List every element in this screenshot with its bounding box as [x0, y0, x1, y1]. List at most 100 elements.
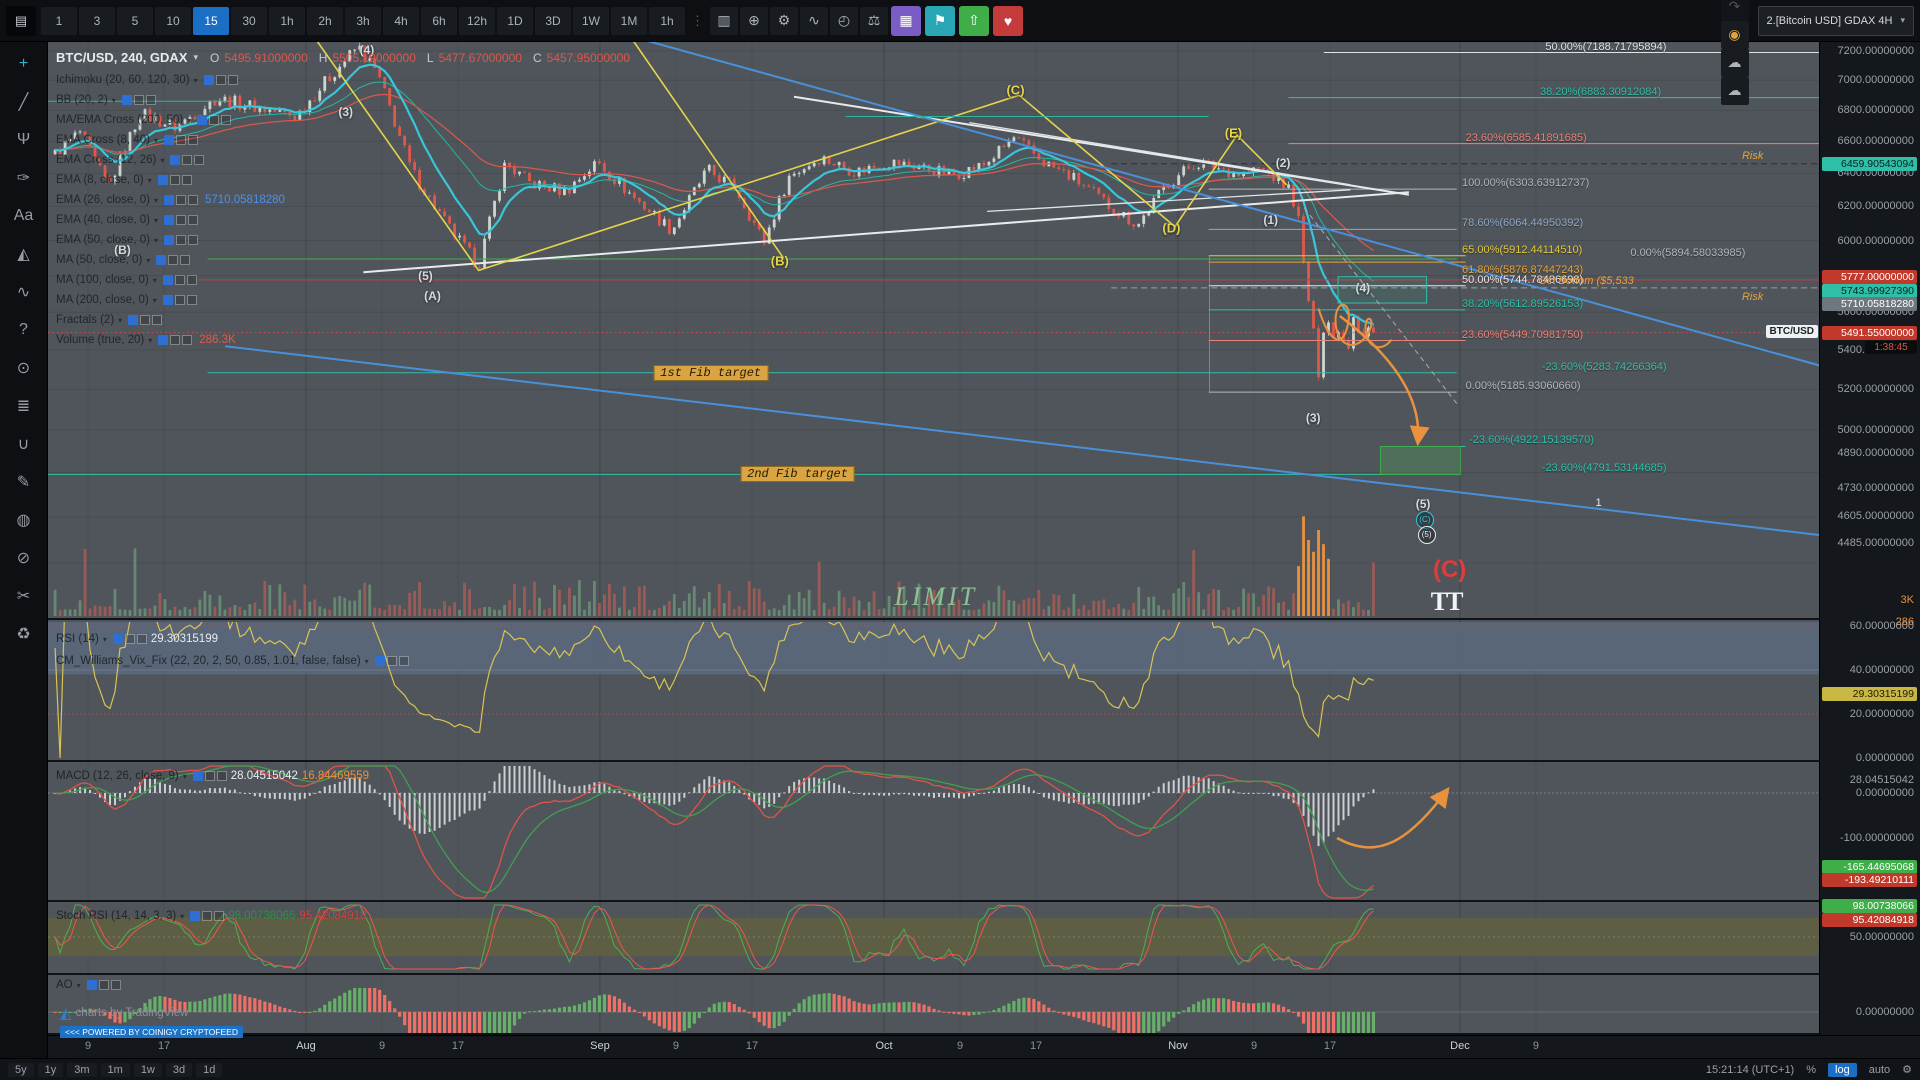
visibility-icon[interactable]: [203, 75, 214, 85]
close-icon[interactable]: [145, 95, 156, 105]
tradingview-logo-text[interactable]: charts by TradingView: [75, 1007, 189, 1019]
close-icon[interactable]: [152, 315, 163, 325]
settings-icon[interactable]: [175, 195, 186, 205]
timeframe-button-1W[interactable]: 1W: [573, 6, 609, 35]
favorite-button[interactable]: ♥: [993, 5, 1023, 36]
trash-tool[interactable]: ♻: [16, 626, 31, 643]
snapshot-camera-icon[interactable]: ◉: [1720, 20, 1749, 49]
indicator-label[interactable]: BB (20, 2): [56, 94, 108, 106]
log-scale-button[interactable]: log: [1828, 1062, 1857, 1077]
indicator-label[interactable]: EMA (8, close, 0): [56, 174, 144, 186]
visibility-icon[interactable]: [162, 275, 173, 285]
settings-icon[interactable]: [202, 911, 213, 921]
close-icon[interactable]: [186, 295, 197, 305]
close-icon[interactable]: [194, 155, 205, 165]
help-tool[interactable]: ?: [19, 321, 28, 338]
panel-indicator-label[interactable]: CM_Williams_Vix_Fix (22, 20, 2, 50, 0.85…: [56, 655, 361, 667]
settings-icon[interactable]: [170, 335, 181, 345]
chevron-down-icon[interactable]: ▾: [153, 235, 158, 245]
cloud-load-icon[interactable]: ☁: [1720, 76, 1749, 105]
indicator-label[interactable]: EMA (26, close, 0): [56, 194, 150, 206]
timeframe-button-1M[interactable]: 1M: [611, 6, 647, 35]
visibility-icon[interactable]: [190, 911, 201, 921]
visibility-icon[interactable]: [121, 95, 132, 105]
timeframe-button-1[interactable]: 1: [41, 6, 77, 35]
indicator-label[interactable]: Fractals (2): [56, 314, 115, 326]
timeframe-button-10[interactable]: 10: [155, 6, 191, 35]
price-axis[interactable]: 7200.00000000 7000.00000000 6800.00000000 6…: [1819, 42, 1920, 1035]
indicator-label[interactable]: MA (200, close, 0): [56, 294, 149, 306]
close-icon[interactable]: [221, 115, 232, 125]
visibility-icon[interactable]: [157, 175, 168, 185]
settings-icon[interactable]: [175, 135, 186, 145]
chevron-down-icon[interactable]: ▾: [102, 634, 107, 644]
close-icon[interactable]: [182, 335, 193, 345]
timeframe-button-1h[interactable]: 1h: [649, 6, 685, 35]
timeframe-button-12h[interactable]: 12h: [459, 6, 495, 35]
publish-button[interactable]: ⇧: [959, 5, 989, 36]
range-button-1y[interactable]: 1y: [37, 1062, 64, 1077]
visibility-icon[interactable]: [162, 295, 173, 305]
indicator-label[interactable]: Ichimoku (20, 60, 120, 30): [56, 74, 190, 86]
close-icon[interactable]: [180, 255, 191, 265]
elliott-wave-tool[interactable]: ∿: [16, 284, 31, 301]
chevron-down-icon[interactable]: ▾: [160, 155, 165, 165]
timeframe-button-30[interactable]: 30: [231, 6, 267, 35]
chevron-down-icon[interactable]: ▾: [148, 335, 153, 345]
indicator-label[interactable]: MA (50, close, 0): [56, 254, 143, 266]
visibility-icon[interactable]: [163, 195, 174, 205]
settings-icon[interactable]: [140, 315, 151, 325]
range-button-3d[interactable]: 3d: [165, 1062, 193, 1077]
time-axis[interactable]: 9 17 Aug 9 17 Sep 9 17 Oct 9 17 Nov 9 17 Dec 9: [0, 1035, 1920, 1059]
pitchfork-tool[interactable]: Ψ: [16, 131, 31, 148]
visibility-icon[interactable]: [163, 235, 174, 245]
visibility-icon[interactable]: [192, 771, 203, 781]
timeframe-button-2h[interactable]: 2h: [307, 6, 343, 35]
settings-icon[interactable]: [175, 215, 186, 225]
visibility-icon[interactable]: [163, 135, 174, 145]
visibility-icon[interactable]: [197, 115, 208, 125]
chevron-down-icon[interactable]: ▾: [180, 911, 185, 921]
settings-icon[interactable]: [169, 175, 180, 185]
close-icon[interactable]: [187, 235, 198, 245]
timeframe-button-5[interactable]: 5: [117, 6, 153, 35]
visibility-icon[interactable]: [170, 155, 181, 165]
timeframe-button-3[interactable]: 3: [79, 6, 115, 35]
indicator-label[interactable]: MA/EMA Cross (200, 50): [56, 114, 184, 126]
indicator-label[interactable]: EMA (40, close, 0): [56, 214, 150, 226]
panel-indicator-label[interactable]: RSI (14): [56, 633, 99, 645]
settings-icon[interactable]: [168, 255, 179, 265]
crosshair-tool[interactable]: +: [18, 55, 29, 72]
chevron-down-icon[interactable]: ▾: [193, 52, 199, 62]
chevron-down-icon[interactable]: ▾: [152, 295, 157, 305]
eraser-tool[interactable]: ⊘: [16, 550, 31, 567]
indicator-label[interactable]: Volume (true, 20): [56, 334, 145, 346]
visibility-icon[interactable]: [163, 215, 174, 225]
indicator-label[interactable]: EMA Cross (12, 26): [56, 154, 157, 166]
chevron-down-icon[interactable]: ▾: [153, 195, 158, 205]
brush-tool[interactable]: ✑: [16, 170, 31, 187]
close-icon[interactable]: [181, 175, 192, 185]
zoom-tool[interactable]: ⊙: [16, 360, 31, 377]
close-icon[interactable]: [187, 215, 198, 225]
close-icon[interactable]: [110, 980, 121, 990]
panel-indicator-label[interactable]: Stoch RSI (14, 14, 3, 3): [56, 910, 177, 922]
percent-scale-button[interactable]: %: [1806, 1063, 1817, 1076]
scissors-tool[interactable]: ✂: [16, 588, 31, 605]
chevron-down-icon[interactable]: ▾: [146, 255, 151, 265]
indicator-label[interactable]: MA (100, close, 0): [56, 274, 149, 286]
templates-button[interactable]: ▦: [891, 5, 921, 36]
bars-pattern-tool[interactable]: ≣: [16, 398, 31, 415]
range-button-3m[interactable]: 3m: [67, 1062, 97, 1077]
settings-icon[interactable]: [386, 656, 397, 666]
indicator-label[interactable]: EMA Cross (8, 40): [56, 134, 150, 146]
settings-icon[interactable]: [175, 235, 186, 245]
close-icon[interactable]: [187, 135, 198, 145]
timeframe-button-1h[interactable]: 1h: [269, 6, 305, 35]
measure-scales-icon[interactable]: ⚖: [860, 6, 888, 35]
timeframe-button-3D[interactable]: 3D: [535, 6, 571, 35]
settings-icon[interactable]: [182, 155, 193, 165]
main-menu-button[interactable]: ▤: [6, 5, 36, 36]
settings-icon[interactable]: [174, 295, 185, 305]
redo-icon[interactable]: ↷: [1720, 0, 1749, 21]
